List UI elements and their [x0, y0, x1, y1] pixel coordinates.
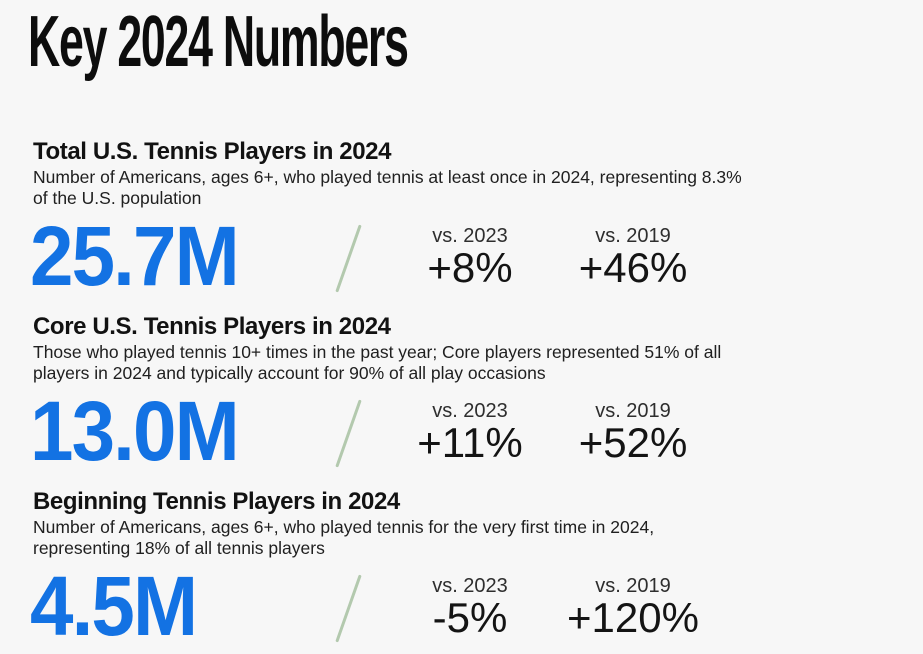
- section-beginning-players: Beginning Tennis Players in 2024 Number …: [0, 488, 923, 654]
- stat-big-number: 25.7M: [30, 209, 240, 303]
- section-core-players: Core U.S. Tennis Players in 2024 Those w…: [0, 313, 923, 488]
- comparison-label: vs. 2023: [432, 575, 508, 597]
- comparison-label: vs. 2023: [432, 400, 508, 422]
- description-line: of the U.S. population: [33, 188, 202, 208]
- description-line: representing 18% of all tennis players: [33, 538, 325, 558]
- section-heading: Beginning Tennis Players in 2024: [33, 488, 400, 515]
- comparison-value: +52%: [578, 419, 688, 466]
- section-description: Number of Americans, ages 6+, who played…: [33, 167, 742, 209]
- comparison-vs-2023: vs. 2023 -5%: [395, 575, 545, 641]
- description-line: Number of Americans, ages 6+, who played…: [33, 517, 655, 537]
- comparison-vs-2023: vs. 2023 +11%: [395, 400, 545, 466]
- stat-big-number: 4.5M: [30, 559, 198, 653]
- comparison-vs-2019: vs. 2019 +52%: [558, 400, 708, 466]
- comparison-value: +11%: [417, 419, 523, 466]
- description-line: Those who played tennis 10+ times in the…: [33, 342, 722, 362]
- comparison-value: +46%: [578, 244, 688, 291]
- description-line: players in 2024 and typically account fo…: [33, 363, 546, 383]
- comparison-vs-2023: vs. 2023 +8%: [395, 225, 545, 291]
- section-description: Number of Americans, ages 6+, who played…: [33, 517, 654, 559]
- comparison-value: +120%: [567, 594, 699, 641]
- section-heading: Total U.S. Tennis Players in 2024: [33, 138, 392, 165]
- slash-divider: [335, 574, 362, 643]
- description-line: Number of Americans, ages 6+, who played…: [33, 167, 742, 187]
- page-title: Key 2024 Numbers: [28, 2, 409, 82]
- comparison-value: +8%: [427, 244, 513, 291]
- comparison-vs-2019: vs. 2019 +46%: [558, 225, 708, 291]
- comparison-value: -5%: [432, 594, 508, 641]
- comparison-label: vs. 2019: [595, 575, 671, 597]
- section-description: Those who played tennis 10+ times in the…: [33, 342, 721, 384]
- comparison-label: vs. 2019: [595, 225, 671, 247]
- section-heading: Core U.S. Tennis Players in 2024: [33, 313, 391, 340]
- comparison-label: vs. 2023: [432, 225, 508, 247]
- slash-divider: [335, 399, 362, 468]
- comparison-label: vs. 2019: [595, 400, 671, 422]
- section-total-players: Total U.S. Tennis Players in 2024 Number…: [0, 138, 923, 313]
- slash-divider: [335, 224, 362, 293]
- stat-big-number: 13.0M: [30, 384, 240, 478]
- comparison-vs-2019: vs. 2019 +120%: [558, 575, 708, 641]
